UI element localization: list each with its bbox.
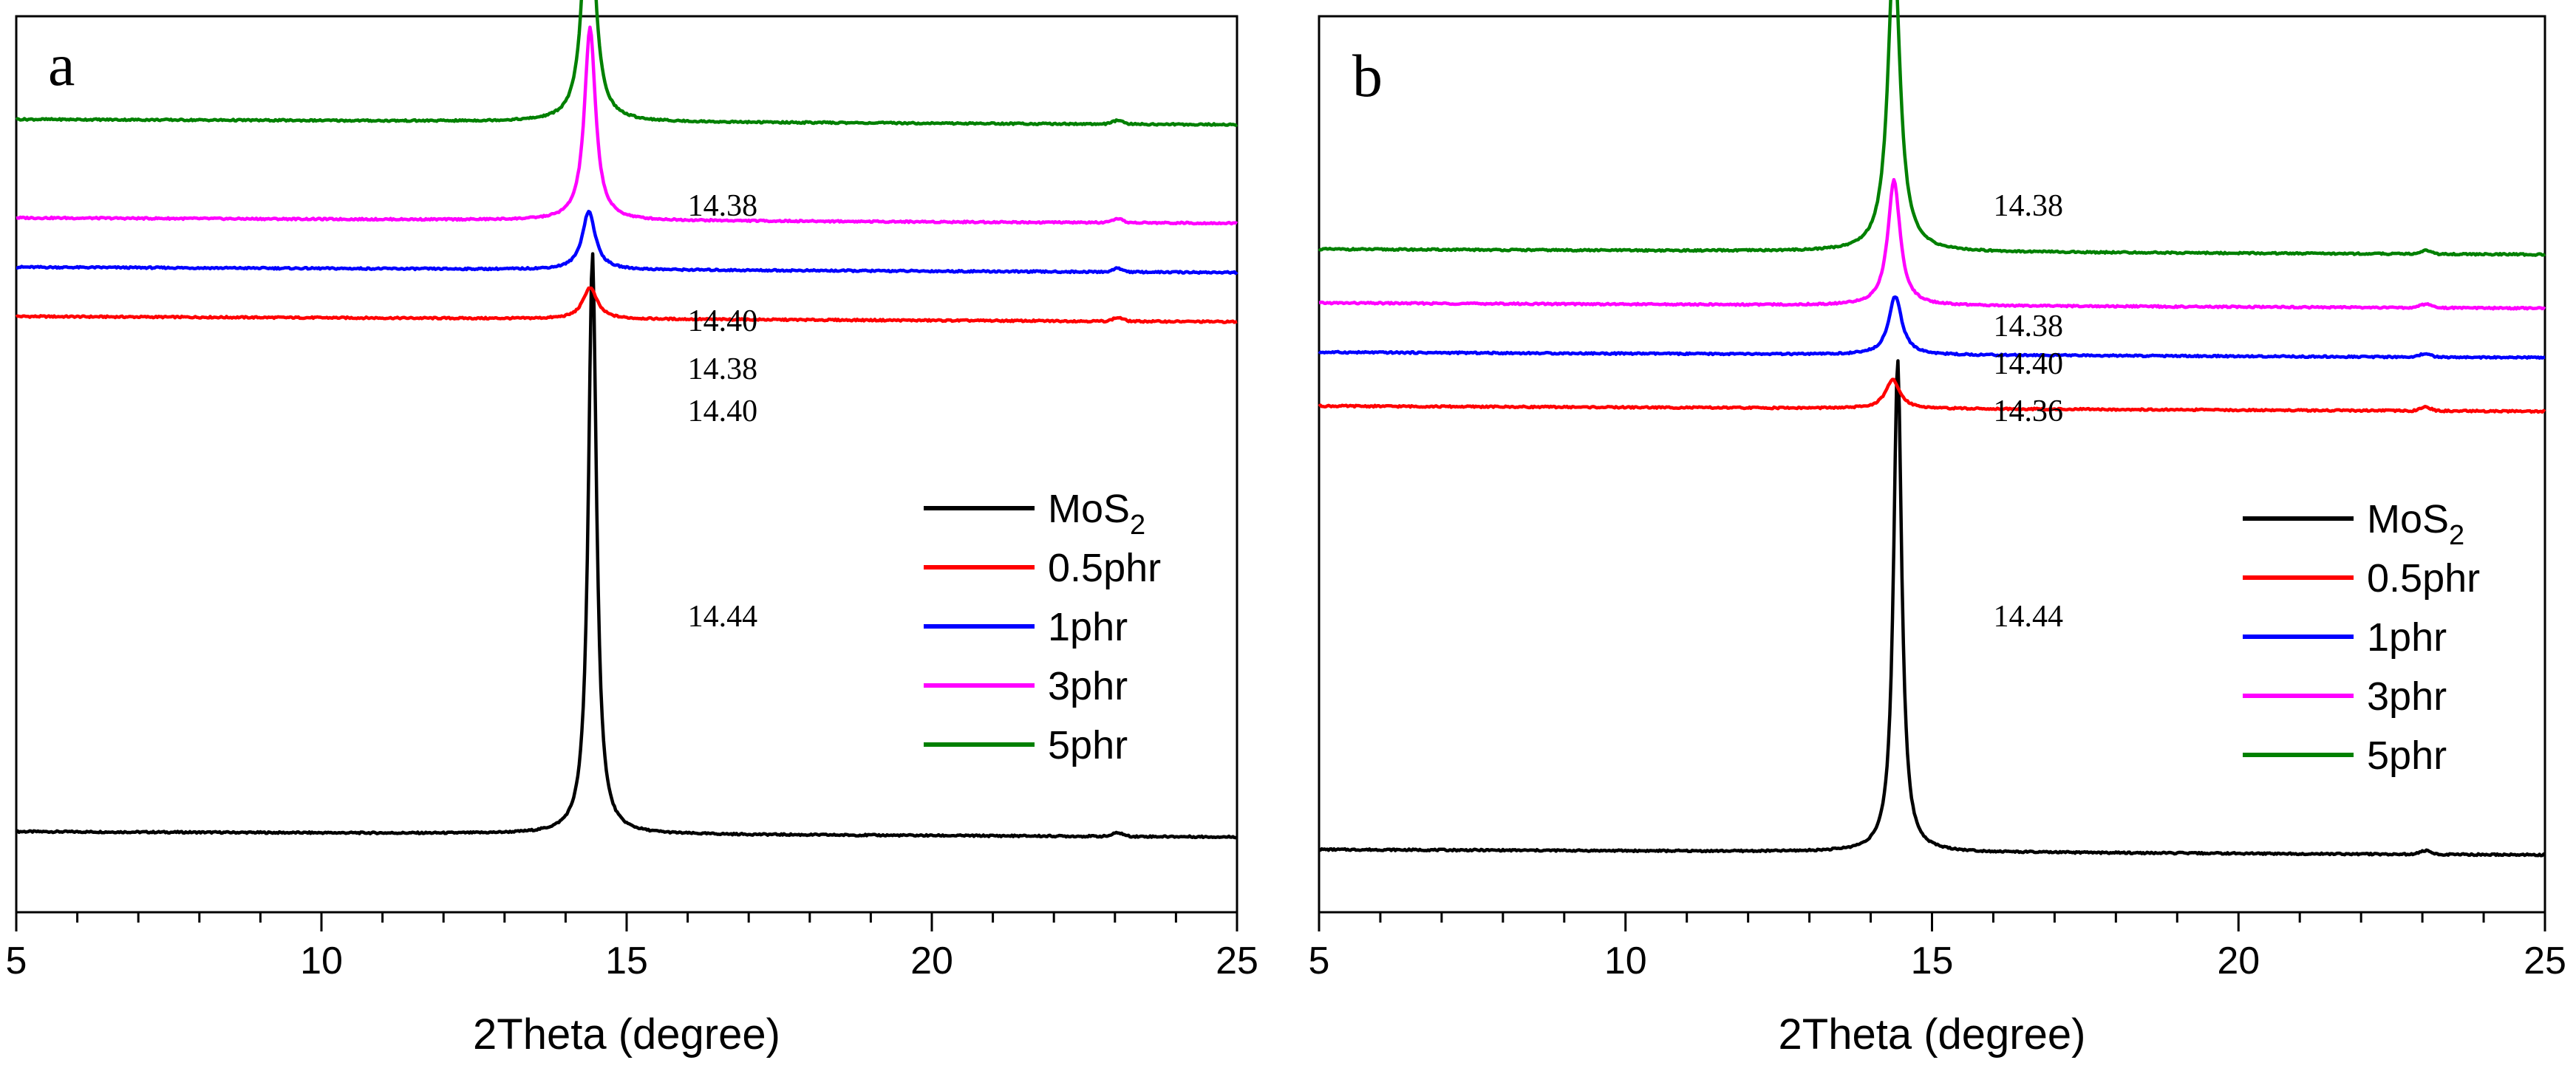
legend-label: MoS2 [2367, 497, 2464, 551]
panel-b: 5 10 15 20 25 2Theta (degree) b 14.44 14.36 14.40… [1309, 0, 2566, 1058]
peak-annotation: 14.40 [1993, 347, 2063, 381]
peak-annotation: 14.40 [688, 394, 758, 428]
legend-label: 3phr [2367, 674, 2447, 719]
series-line-3phr [16, 25, 1238, 226]
x-axis-label: 2Theta (degree) [473, 1010, 780, 1058]
x-tick-label: 15 [1911, 940, 1954, 982]
x-tick-label: 20 [2217, 940, 2260, 982]
series-line-mos2 [1318, 359, 2546, 858]
series-line-5phr [1318, 0, 2546, 257]
legend-label: 1phr [1048, 605, 1128, 649]
legend-label: 0.5phr [2367, 556, 2480, 601]
plot-frame [1318, 15, 2546, 914]
series-line-1phr [16, 209, 1238, 276]
legend-label: 5phr [1048, 723, 1128, 767]
legend-label: 3phr [1048, 664, 1128, 708]
x-tick-label: 15 [605, 940, 648, 982]
x-tick-label: 5 [1309, 940, 1330, 982]
peak-annotation: 14.44 [688, 600, 758, 634]
legend-label: MoS2 [1048, 487, 1145, 541]
x-tick-label: 25 [1216, 940, 1258, 982]
series-line-0.5phr [1318, 377, 2546, 414]
peak-annotation: 14.38 [688, 352, 758, 386]
series-line-mos2 [15, 252, 1238, 840]
panel-a: 5 10 15 20 25 2Theta (degree) a 14.44 14.40 14.38… [6, 0, 1258, 1058]
panel-letter: a [48, 31, 75, 98]
peak-annotation: 14.38 [1993, 309, 2063, 343]
panel-letter: b [1352, 42, 1383, 109]
x-tick-label: 25 [2524, 940, 2566, 982]
series-line-1phr [1318, 295, 2546, 360]
peak-annotation: 14.44 [1993, 600, 2063, 634]
series-line-0.5phr [15, 286, 1238, 324]
legend-label: 0.5phr [1048, 546, 1161, 590]
x-tick-label: 10 [300, 940, 343, 982]
x-tick-label: 10 [1604, 940, 1647, 982]
legend-label: 5phr [2367, 733, 2447, 778]
series-line-3phr [1318, 177, 2546, 311]
legend-label: 1phr [2367, 615, 2447, 660]
plot-frame [15, 15, 1238, 914]
x-axis-label: 2Theta (degree) [1779, 1010, 2086, 1058]
x-tick-label: 20 [910, 940, 953, 982]
peak-annotation: 14.40 [688, 304, 758, 338]
series-line-5phr [15, 0, 1238, 127]
peak-annotation: 14.38 [688, 189, 758, 223]
x-tick-label: 5 [6, 940, 27, 982]
peak-annotation: 14.38 [1993, 189, 2063, 223]
peak-annotation: 14.36 [1993, 394, 2063, 428]
